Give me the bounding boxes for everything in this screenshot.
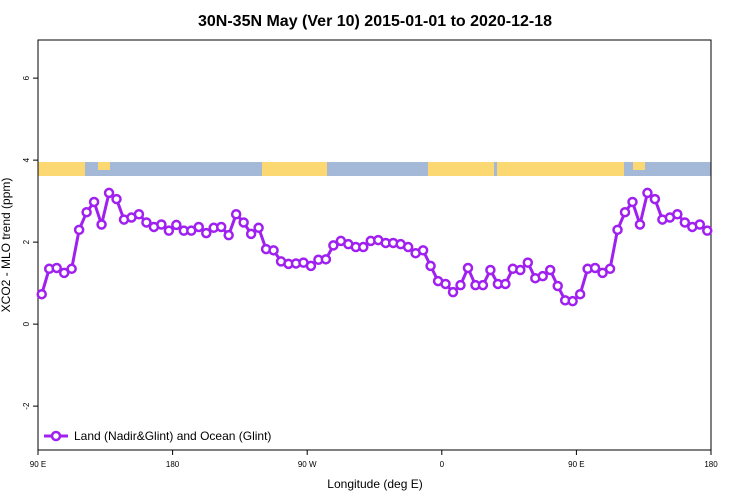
plot-frame: [37, 39, 712, 451]
y-tick-label: 6: [22, 75, 31, 80]
data-point: [694, 219, 706, 230]
land-band: [38, 162, 85, 176]
x-tick-label: 90 W: [298, 460, 317, 469]
y-tick-label: 2: [22, 239, 31, 244]
x-tick-label: 180: [166, 460, 180, 469]
y-axis-label: XCO2 - MLO trend (ppm): [0, 178, 13, 313]
data-point: [171, 219, 182, 231]
data-point: [537, 270, 548, 282]
data-point: [402, 241, 414, 253]
land-band: [262, 162, 327, 176]
chart-title: 30N-35N May (Ver 10) 2015-01-01 to 2020-…: [198, 13, 552, 30]
data-point: [215, 221, 227, 233]
y-tick-label: -2: [22, 402, 31, 410]
data-point: [619, 206, 631, 218]
data-point: [455, 279, 466, 291]
data-point: [589, 262, 601, 274]
data-point: [574, 288, 586, 300]
data-point: [133, 209, 145, 220]
data-point: [73, 224, 85, 236]
data-point: [141, 217, 152, 228]
land-band: [98, 162, 110, 170]
data-point: [51, 262, 62, 274]
data-point: [328, 240, 339, 251]
data-point: [238, 217, 249, 228]
x-tick-label: 0: [440, 460, 445, 469]
land-band: [497, 162, 624, 176]
x-tick-label: 90 E: [568, 460, 584, 469]
legend-label: Land (Nadir&Glint) and Ocean (Glint): [74, 429, 271, 443]
data-point: [477, 279, 489, 291]
data-point: [462, 262, 474, 274]
data-line: [40, 190, 709, 303]
data-point: [642, 187, 653, 199]
data-point: [245, 228, 257, 240]
y-tick-label: 4: [22, 157, 31, 162]
data-point: [156, 219, 167, 230]
data-point: [36, 288, 47, 300]
land-band: [428, 162, 494, 176]
data-point: [567, 295, 578, 307]
x-tick-label: 180: [704, 460, 718, 469]
data-point: [604, 263, 616, 275]
data-point: [485, 264, 496, 276]
data-point: [447, 286, 459, 298]
data-point: [320, 254, 332, 265]
data-point: [193, 221, 205, 233]
data-point: [522, 257, 534, 268]
data-point: [111, 193, 122, 205]
land-band: [633, 162, 645, 170]
data-point: [58, 267, 70, 279]
data-point: [96, 219, 107, 230]
x-tick-label: 90 E: [30, 460, 46, 469]
legend-marker: [50, 430, 62, 442]
data-point: [612, 224, 623, 236]
data-point: [679, 217, 691, 228]
data-point: [597, 267, 608, 279]
data-point: [305, 260, 317, 272]
data-point: [544, 264, 556, 276]
data-point: [425, 260, 436, 272]
y-tick-label: 0: [22, 321, 31, 326]
data-point: [201, 227, 212, 239]
data-point: [230, 209, 242, 220]
data-point: [440, 278, 451, 290]
data-point: [702, 225, 713, 236]
data-point: [103, 187, 115, 199]
data-point: [223, 229, 234, 241]
data-point: [552, 280, 563, 292]
data-point: [253, 222, 264, 234]
data-point: [627, 196, 638, 208]
data-point: [81, 206, 92, 218]
data-point: [163, 225, 175, 236]
data-point: [66, 263, 77, 275]
data-point: [515, 264, 526, 276]
data-point: [634, 219, 646, 230]
surface-band: [38, 162, 711, 176]
data-point: [268, 245, 279, 256]
data-point: [88, 196, 100, 208]
x-axis-label: Longitude (deg E): [327, 477, 422, 491]
data-point: [358, 241, 369, 253]
data-point: [672, 209, 683, 220]
data-point: [500, 278, 511, 290]
data-point: [649, 193, 661, 205]
data-point: [417, 245, 429, 256]
